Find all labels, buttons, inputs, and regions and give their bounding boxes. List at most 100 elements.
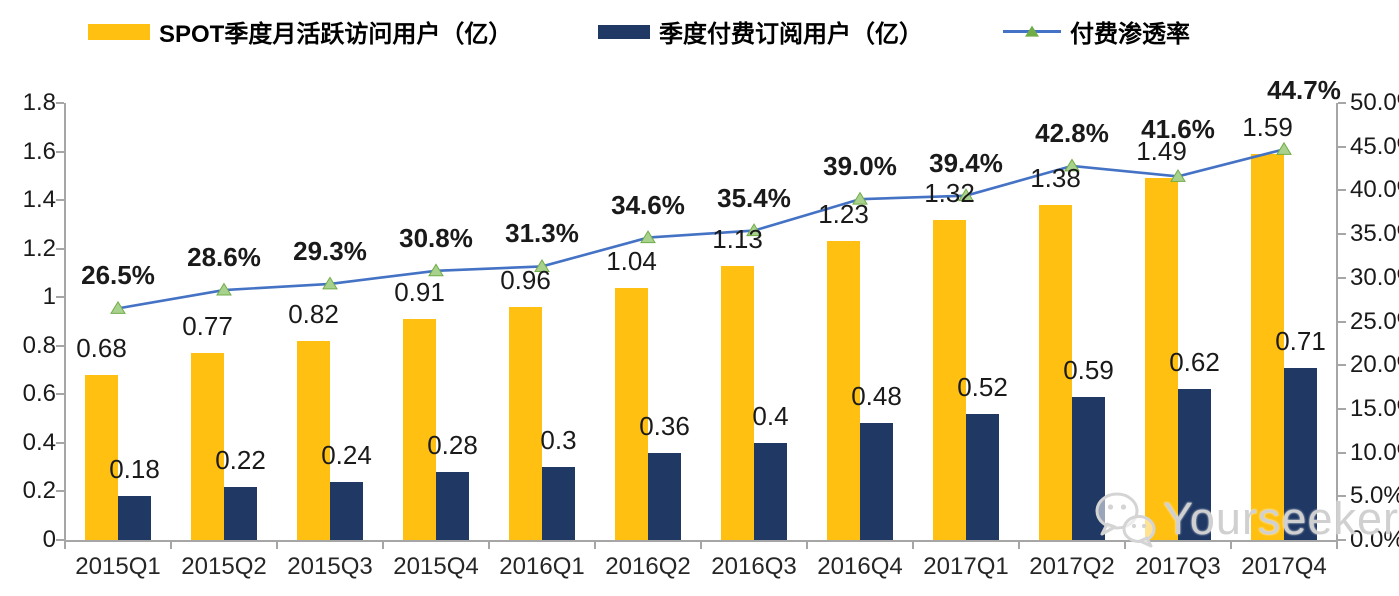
left-axis-label: 1 (42, 283, 56, 311)
subscribers-bar (1284, 367, 1317, 540)
left-axis-tick (56, 441, 64, 444)
right-axis-tick (1338, 189, 1346, 192)
mau-value-label: 0.68 (76, 332, 127, 363)
subscribers-value-label: 0.52 (957, 371, 1008, 402)
x-axis-label: 2015Q4 (393, 553, 479, 580)
left-axis-tick (56, 296, 64, 299)
subscribers-bar (224, 486, 257, 540)
subscribers-bar (330, 481, 363, 540)
legend-item-subscribers: 季度付费订阅用户（亿） (598, 14, 923, 49)
right-axis-label: 10.0% (1350, 438, 1399, 466)
left-axis-tick (56, 199, 64, 202)
x-axis-tick (1230, 542, 1232, 549)
right-axis-label: 35.0% (1350, 220, 1399, 248)
penetration-value-label: 34.6% (611, 189, 685, 220)
x-axis-tick (382, 542, 384, 549)
triangle-marker-icon (428, 263, 444, 277)
penetration-legend-line-icon (1003, 25, 1061, 37)
subscribers-bar (754, 442, 787, 540)
triangle-marker-icon (216, 282, 232, 296)
penetration-value-label: 30.8% (399, 222, 473, 253)
penetration-value-label: 39.0% (823, 151, 897, 182)
right-axis-tick (1338, 364, 1346, 367)
subscribers-legend-swatch-icon (598, 24, 650, 39)
mau-value-label: 1.38 (1030, 162, 1081, 193)
left-axis-tick (56, 393, 64, 396)
left-axis-label: 0.2 (22, 477, 56, 505)
x-axis-label: 2016Q2 (605, 553, 691, 580)
subscribers-value-label: 0.18 (109, 454, 160, 485)
legend-item-mau: SPOT季度月活跃访问用户（亿） (88, 14, 512, 49)
penetration-value-label: 41.6% (1141, 114, 1215, 145)
subscribers-bar (860, 423, 893, 540)
triangle-marker-icon (1276, 141, 1292, 155)
subscribers-bar (966, 413, 999, 540)
right-axis-tick (1338, 233, 1346, 236)
mau-value-label: 1.23 (818, 199, 869, 230)
subscribers-bar (648, 452, 681, 540)
mau-value-label: 1.13 (712, 223, 763, 254)
x-axis-tick (64, 542, 66, 549)
right-axis-label: 20.0% (1350, 351, 1399, 379)
mau-bar (509, 306, 542, 540)
x-axis-label: 2015Q3 (287, 553, 373, 580)
triangle-marker-icon (110, 300, 126, 314)
mau-value-label: 1.32 (924, 177, 975, 208)
right-axis-tick (1338, 495, 1346, 498)
right-axis-tick (1338, 407, 1346, 410)
penetration-value-label: 26.5% (81, 260, 155, 291)
x-axis-label: 2016Q1 (499, 553, 585, 580)
right-axis-label: 5.0% (1350, 482, 1399, 510)
penetration-value-label: 29.3% (293, 235, 367, 266)
subscribers-bar (118, 496, 151, 540)
subscribers-value-label: 0.24 (321, 439, 372, 470)
left-axis-tick (56, 344, 64, 347)
penetration-value-label: 39.4% (929, 147, 1003, 178)
mau-bar (191, 353, 224, 540)
x-axis-label: 2015Q2 (181, 553, 267, 580)
x-axis-label: 2016Q4 (817, 553, 903, 580)
watermark: Yourseeker (1093, 484, 1399, 554)
left-axis-tick (56, 539, 64, 541)
penetration-value-label: 44.7% (1267, 75, 1341, 106)
mau-value-label: 0.96 (500, 264, 551, 295)
subscribers-value-label: 0.48 (851, 381, 902, 412)
x-axis-label: 2017Q4 (1241, 553, 1327, 580)
x-axis-tick (488, 542, 490, 549)
mau-value-label: 1.49 (1136, 136, 1187, 167)
left-axis-tick (56, 490, 64, 493)
right-axis-tick (1338, 451, 1346, 454)
x-axis-tick (700, 542, 702, 549)
left-axis-tick (56, 102, 64, 104)
right-axis-tick (1338, 539, 1346, 541)
left-axis-label: 1.8 (22, 89, 56, 116)
wechat-icon (1095, 492, 1156, 548)
subscribers-value-label: 0.36 (639, 410, 690, 441)
right-axis-tick (1338, 145, 1346, 148)
right-axis-label: 30.0% (1350, 263, 1399, 291)
mau-legend-swatch-icon (88, 23, 150, 40)
penetration-value-label: 35.4% (717, 182, 791, 213)
mau-value-label: 1.59 (1242, 111, 1293, 142)
right-axis-label: 0.0% (1350, 526, 1399, 553)
mau-legend-label: SPOT季度月活跃访问用户（亿） (159, 21, 513, 48)
x-axis-tick (170, 542, 172, 549)
x-axis-label: 2016Q3 (711, 553, 797, 580)
triangle-marker-icon (1025, 25, 1039, 37)
mau-value-label: 1.04 (606, 245, 657, 276)
subscribers-bar (436, 472, 469, 540)
mau-bar (721, 265, 754, 540)
mau-bar (615, 287, 648, 540)
right-axis-tick (1338, 102, 1346, 104)
left-axis-label: 1.2 (22, 234, 56, 262)
right-axis-label: 50.0% (1350, 89, 1399, 116)
x-axis-label: 2015Q1 (75, 553, 161, 580)
mau-value-label: 0.77 (182, 311, 233, 342)
left-axis-label: 0.6 (22, 380, 56, 408)
left-axis-tick (56, 150, 64, 153)
penetration-value-label: 28.6% (187, 242, 261, 273)
mau-value-label: 0.82 (288, 298, 339, 329)
subscribers-value-label: 0.4 (752, 400, 789, 431)
